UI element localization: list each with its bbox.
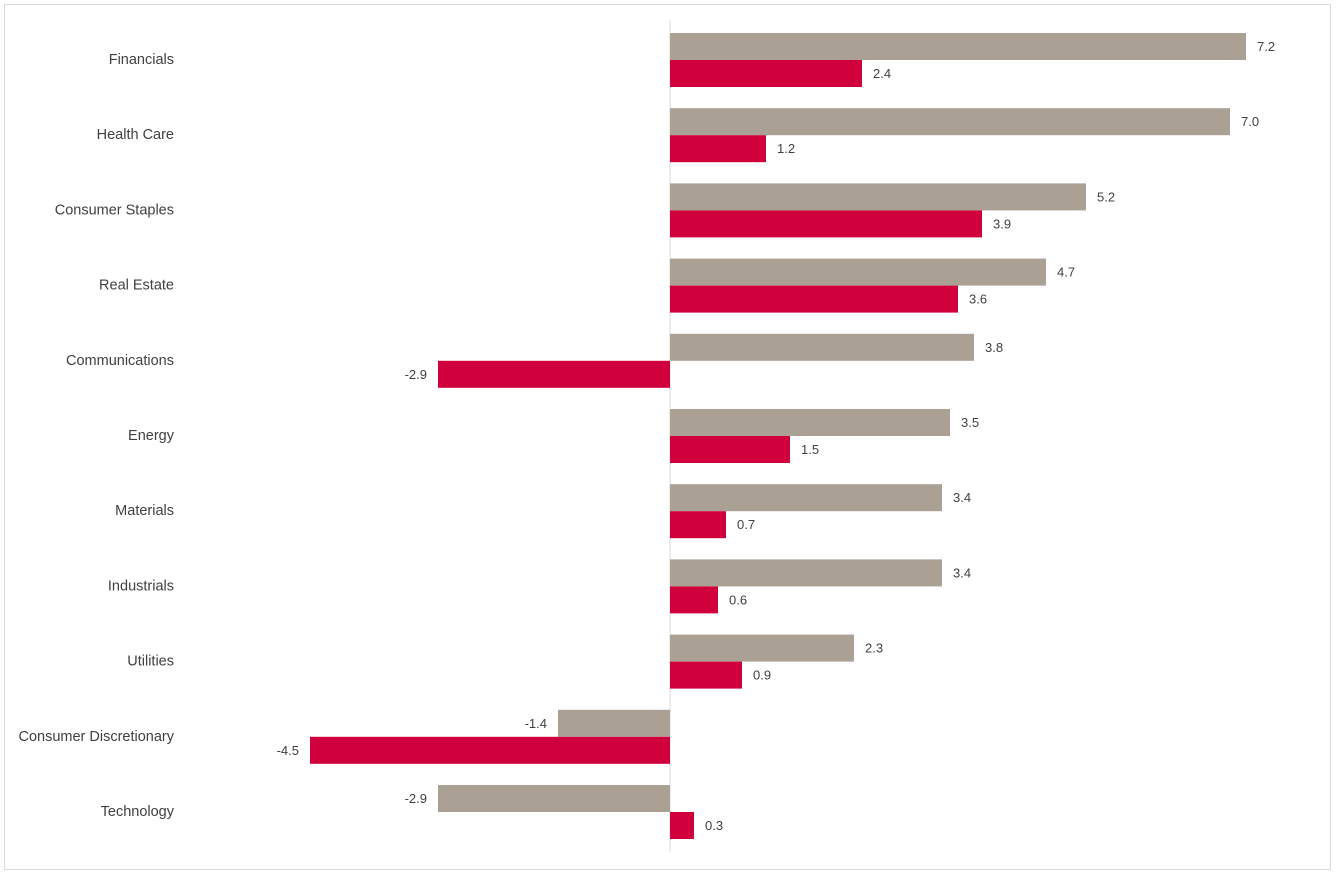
bar-series-1 bbox=[670, 484, 942, 512]
bar-series-1 bbox=[670, 33, 1246, 60]
data-label-series-1: 4.7 bbox=[1057, 265, 1075, 280]
bar-series-2 bbox=[670, 60, 862, 87]
data-label-series-1: 3.4 bbox=[953, 490, 971, 505]
bar-series-1 bbox=[670, 559, 942, 587]
data-label-series-2: 0.7 bbox=[737, 517, 755, 532]
bar-series-2 bbox=[670, 586, 718, 614]
data-label-series-2: 3.9 bbox=[993, 216, 1011, 231]
bar-series-1 bbox=[438, 785, 670, 812]
category-label: Consumer Staples bbox=[55, 202, 174, 218]
bar-series-1 bbox=[670, 634, 854, 662]
category-label: Utilities bbox=[127, 654, 174, 670]
data-label-series-2: 2.4 bbox=[873, 66, 891, 81]
category-label: Technology bbox=[101, 804, 175, 820]
data-label-series-1: 3.8 bbox=[985, 340, 1003, 355]
bar-series-2 bbox=[310, 736, 670, 764]
bar-series-1 bbox=[670, 333, 974, 361]
bar-series-2 bbox=[670, 285, 958, 313]
category-label: Industrials bbox=[108, 578, 174, 594]
category-label: Financials bbox=[109, 52, 174, 68]
bar-series-1 bbox=[670, 258, 1046, 286]
data-label-series-2: -2.9 bbox=[405, 367, 427, 382]
category-label: Materials bbox=[115, 503, 174, 519]
category-label: Consumer Discretionary bbox=[18, 729, 174, 745]
data-label-series-1: 7.0 bbox=[1241, 114, 1259, 129]
data-label-series-2: 1.5 bbox=[801, 442, 819, 457]
bar-series-2 bbox=[670, 135, 766, 163]
data-label-series-1: -1.4 bbox=[525, 716, 547, 731]
data-label-series-1: 3.4 bbox=[953, 565, 971, 580]
category-label: Communications bbox=[66, 353, 174, 369]
bar-series-1 bbox=[558, 709, 670, 737]
bar-series-2 bbox=[670, 436, 790, 463]
category-label: Real Estate bbox=[99, 278, 174, 294]
bar-series-2 bbox=[670, 210, 982, 238]
data-label-series-2: 3.6 bbox=[969, 292, 987, 307]
data-label-series-2: 0.6 bbox=[729, 592, 747, 607]
category-label: Energy bbox=[128, 428, 175, 444]
data-label-series-2: 0.9 bbox=[753, 668, 771, 683]
bar-series-2 bbox=[438, 360, 670, 388]
data-label-series-1: 5.2 bbox=[1097, 189, 1115, 204]
bar-series-1 bbox=[670, 183, 1086, 211]
category-label: Health Care bbox=[97, 127, 174, 143]
data-label-series-1: 7.2 bbox=[1257, 39, 1275, 54]
bar-series-1 bbox=[670, 409, 950, 436]
data-label-series-1: 2.3 bbox=[865, 641, 883, 656]
bar-series-2 bbox=[670, 812, 694, 839]
data-label-series-2: 1.2 bbox=[777, 141, 795, 156]
data-label-series-2: 0.3 bbox=[705, 818, 723, 833]
bar-series-1 bbox=[670, 108, 1230, 136]
data-label-series-1: -2.9 bbox=[405, 791, 427, 806]
data-label-series-2: -4.5 bbox=[277, 743, 299, 758]
data-label-series-1: 3.5 bbox=[961, 415, 979, 430]
bar-series-2 bbox=[670, 661, 742, 689]
bar-series-2 bbox=[670, 511, 726, 539]
